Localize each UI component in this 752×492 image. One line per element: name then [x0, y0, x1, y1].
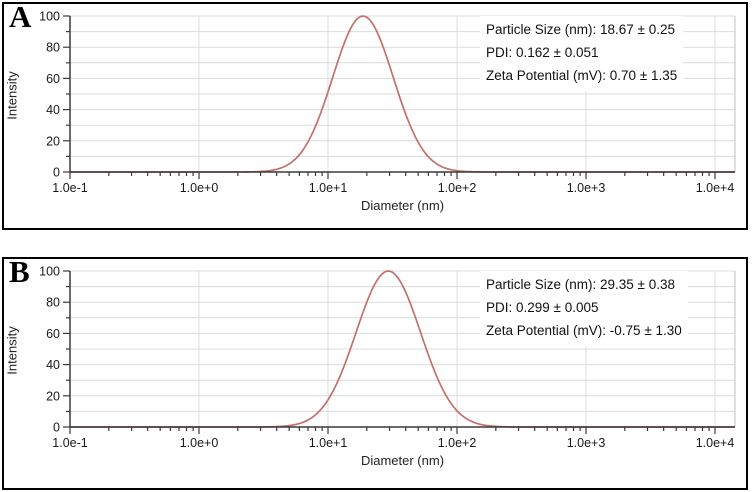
x-axis-title: Diameter (nm) [360, 453, 445, 468]
x-tick-label: 1.0e-1 [52, 436, 87, 450]
x-tick-label: 1.0e+0 [180, 436, 219, 450]
x-tick-label: 1.0e+4 [696, 436, 735, 450]
y-tick-label: 80 [46, 41, 60, 55]
y-tick-label: 100 [39, 10, 60, 24]
x-tick-labels: 1.0e-1 1.0e+0 1.0e+1 1.0e+2 1.0e+3 1.0e+4 [52, 181, 734, 195]
y-tick-label: 60 [46, 72, 60, 86]
y-tick-label: 40 [46, 358, 60, 372]
particle-size-value: Particle Size (nm): 29.35 ± 0.38 [486, 277, 675, 292]
y-tick-label: 80 [46, 296, 60, 310]
results-annotation: Particle Size (nm): 18.67 ± 0.25 PDI: 0.… [480, 16, 684, 91]
results-annotation: Particle Size (nm): 29.35 ± 0.38 PDI: 0.… [480, 271, 688, 346]
y-tick-label: 0 [53, 421, 60, 435]
x-tick-label: 1.0e+4 [696, 181, 735, 195]
y-tick-label: 40 [46, 103, 60, 117]
panel-a: A 0 20 40 60 80 100 1.0e-1 1.0e+0 1.0e+1 1.0e+2 1.… [2, 0, 748, 230]
x-tick-labels: 1.0e-1 1.0e+0 1.0e+1 1.0e+2 1.0e+3 1.0e+4 [52, 436, 734, 450]
x-tick-label: 1.0e+3 [567, 181, 606, 195]
y-tick-label: 0 [53, 166, 60, 180]
x-axis-title: Diameter (nm) [360, 198, 445, 213]
pdi-value: PDI: 0.162 ± 0.051 [486, 45, 599, 60]
x-tick-label: 1.0e+1 [309, 436, 348, 450]
zeta-potential-value: Zeta Potential (mV): -0.75 ± 1.30 [486, 323, 682, 338]
x-tick-label: 1.0e+1 [309, 181, 348, 195]
y-tick-labels: 0 20 40 60 80 100 [39, 10, 60, 180]
gridlines [70, 15, 735, 172]
y-tick-label: 100 [39, 265, 60, 279]
panel-b: B 0 20 40 60 80 100 1.0e-1 1.0e+0 1.0e+1 1.0e+2 1.… [2, 254, 748, 490]
y-axis-ticks [63, 15, 70, 173]
y-axis-ticks [63, 270, 70, 428]
y-tick-label: 60 [46, 327, 60, 341]
x-tick-label: 1.0e+0 [180, 181, 219, 195]
x-tick-label: 1.0e+3 [567, 436, 606, 450]
y-tick-label: 20 [46, 389, 60, 403]
zeta-potential-value: Zeta Potential (mV): 0.70 ± 1.35 [486, 68, 678, 83]
panel-label: A [9, 0, 32, 34]
x-tick-label: 1.0e+2 [438, 181, 477, 195]
y-tick-labels: 0 20 40 60 80 100 [39, 265, 60, 435]
pdi-value: PDI: 0.299 ± 0.005 [486, 300, 599, 315]
x-axis-ticks [69, 172, 716, 179]
x-tick-label: 1.0e+2 [438, 436, 477, 450]
y-axis-title: Intensity [4, 71, 20, 120]
x-axis-ticks [69, 427, 716, 434]
x-tick-label: 1.0e-1 [52, 181, 87, 195]
y-tick-label: 20 [46, 134, 60, 148]
y-axis-title: Intensity [4, 326, 20, 375]
particle-size-value: Particle Size (nm): 18.67 ± 0.25 [486, 22, 675, 37]
panel-label: B [9, 254, 30, 289]
